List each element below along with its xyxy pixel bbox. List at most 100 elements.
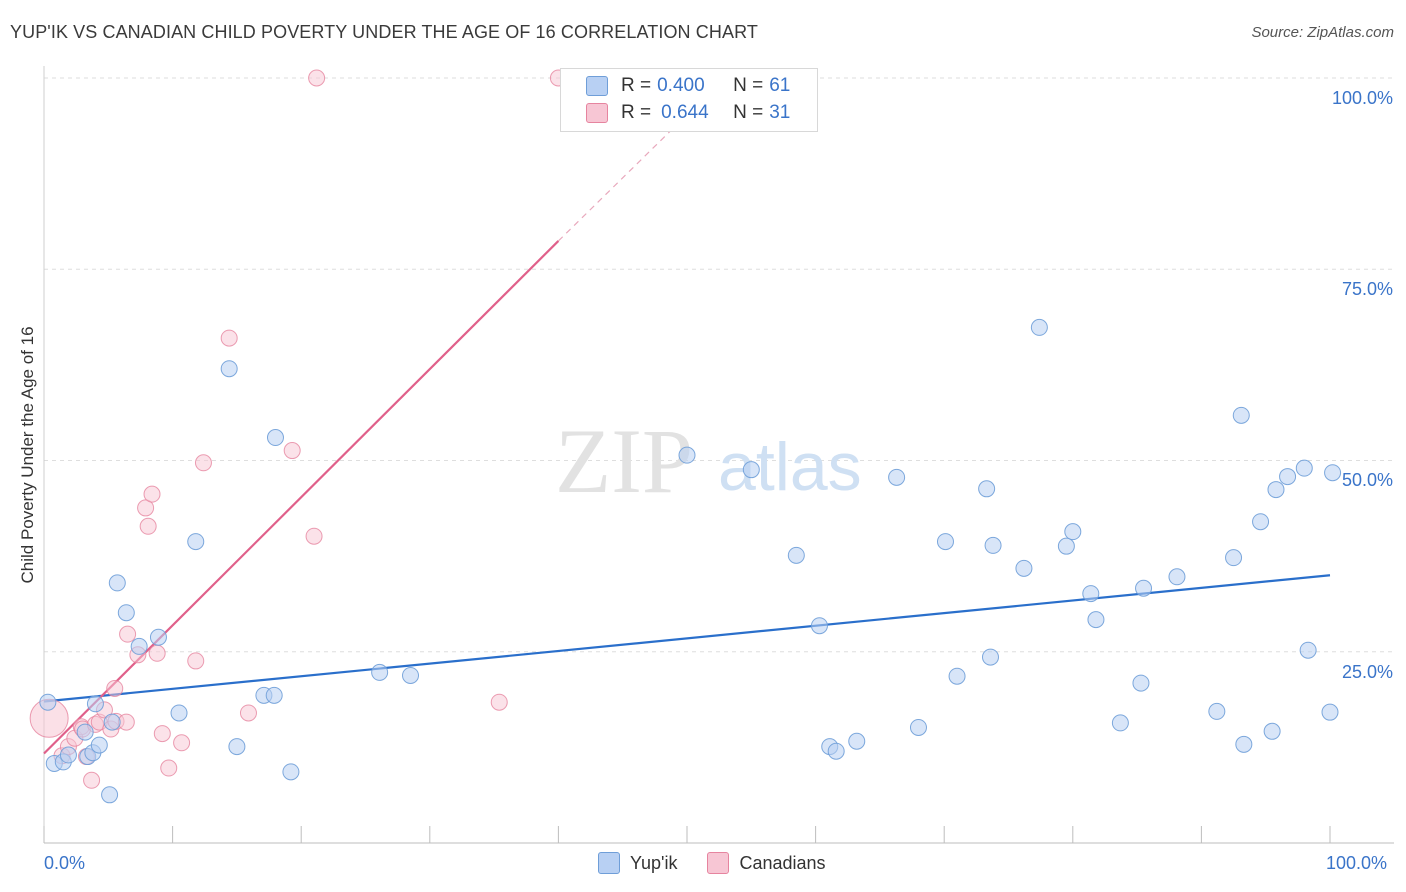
data-point-yupik (266, 687, 282, 703)
data-point-canadians (161, 760, 177, 776)
data-point-yupik (60, 747, 76, 763)
data-point-canadians (221, 330, 237, 346)
series-yupik-points (40, 319, 1341, 802)
data-point-canadians (140, 518, 156, 534)
data-point-yupik (743, 462, 759, 478)
legend-row-yupik: R = 0.400 N = 61 (587, 75, 790, 97)
data-point-yupik (1296, 460, 1312, 476)
data-point-yupik (221, 361, 237, 377)
data-point-yupik (937, 534, 953, 550)
legend-item-yupik[interactable]: Yup'ik (598, 852, 677, 874)
data-point-yupik (104, 714, 120, 730)
y-tick-label-100: 100.0% (1332, 88, 1393, 108)
data-point-yupik (1253, 514, 1269, 530)
data-point-canadians (195, 455, 211, 471)
data-point-yupik (91, 737, 107, 753)
data-point-yupik (267, 430, 283, 446)
data-point-yupik (910, 719, 926, 735)
data-point-yupik (849, 733, 865, 749)
scatter-chart: ZIP atlas 0.0% 100.0% 25.0% 50.0% 75.0% … (0, 0, 1406, 892)
data-point-canadians (144, 486, 160, 502)
legend-n-value: 61 (769, 75, 790, 97)
gridlines (44, 78, 1394, 652)
data-point-yupik (985, 537, 1001, 553)
data-point-yupik (1031, 319, 1047, 335)
data-point-yupik (403, 667, 419, 683)
data-point-canadians (154, 726, 170, 742)
legend-r-label: R = (621, 75, 651, 97)
data-point-yupik (102, 787, 118, 803)
y-tick-label-50: 50.0% (1342, 470, 1393, 490)
data-point-yupik (1058, 538, 1074, 554)
data-point-yupik (171, 705, 187, 721)
data-point-yupik (1088, 612, 1104, 628)
legend-item-canadians[interactable]: Canadians (707, 852, 825, 874)
legend-label-yupik: Yup'ik (630, 853, 677, 874)
legend-row-canadians: R = 0.644 N = 31 (587, 102, 790, 124)
data-point-yupik (188, 534, 204, 550)
data-point-yupik (1233, 407, 1249, 423)
legend-swatch-canadians (707, 852, 729, 874)
data-point-canadians (240, 705, 256, 721)
data-point-yupik (982, 649, 998, 665)
data-point-yupik (131, 638, 147, 654)
legend-swatch-yupik (586, 76, 608, 96)
data-point-yupik (1268, 482, 1284, 498)
data-point-yupik (1065, 524, 1081, 540)
data-point-canadians (306, 528, 322, 544)
data-point-yupik (1300, 642, 1316, 658)
data-point-yupik (283, 764, 299, 780)
data-point-yupik (1325, 465, 1341, 481)
x-tick-label-max: 100.0% (1326, 853, 1387, 873)
data-point-canadians (107, 680, 123, 696)
data-point-yupik (150, 629, 166, 645)
data-point-yupik (77, 724, 93, 740)
data-point-yupik (1209, 703, 1225, 719)
data-point-yupik (1322, 704, 1338, 720)
legend-n-value: 31 (769, 102, 790, 124)
legend-swatch-canadians (586, 103, 608, 123)
y-tick-label-75: 75.0% (1342, 279, 1393, 299)
data-point-yupik (811, 618, 827, 634)
data-point-canadians (120, 626, 136, 642)
data-point-yupik (372, 664, 388, 680)
data-point-yupik (828, 743, 844, 759)
series-canadians-points (30, 70, 566, 788)
x-tick-label-min: 0.0% (44, 853, 85, 873)
legend-r-value: 0.400 (657, 75, 733, 97)
data-point-canadians (84, 772, 100, 788)
data-point-canadians (149, 645, 165, 661)
data-point-yupik (889, 469, 905, 485)
data-point-yupik (1236, 736, 1252, 752)
data-point-yupik (40, 694, 56, 710)
data-point-canadians (188, 653, 204, 669)
data-point-yupik (949, 668, 965, 684)
legend-n-label: N = (733, 102, 763, 124)
data-point-yupik (1133, 675, 1149, 691)
data-point-yupik (109, 575, 125, 591)
data-point-canadians (284, 443, 300, 459)
legend-n-label: N = (733, 75, 763, 97)
legend-stats: R = 0.400 N = 61 R = 0.644 N = 31 (560, 68, 818, 132)
data-point-canadians (174, 735, 190, 751)
data-point-canadians (309, 70, 325, 86)
data-point-yupik (229, 739, 245, 755)
data-point-yupik (979, 481, 995, 497)
data-point-yupik (1226, 550, 1242, 566)
data-point-yupik (1169, 569, 1185, 585)
legend-label-canadians: Canadians (739, 853, 825, 874)
data-point-yupik (118, 605, 134, 621)
data-point-yupik (1280, 469, 1296, 485)
data-point-yupik (87, 696, 103, 712)
legend-swatch-yupik (598, 852, 620, 874)
legend-series: Yup'ik Canadians (598, 852, 856, 874)
data-point-yupik (1083, 586, 1099, 602)
legend-r-label: R = (621, 102, 651, 124)
data-point-canadians (491, 694, 507, 710)
data-point-yupik (679, 447, 695, 463)
data-point-canadians (118, 714, 134, 730)
watermark-zip: ZIP (555, 410, 693, 512)
legend-r-value: 0.644 (661, 102, 733, 124)
data-point-yupik (1264, 723, 1280, 739)
data-point-yupik (1136, 580, 1152, 596)
